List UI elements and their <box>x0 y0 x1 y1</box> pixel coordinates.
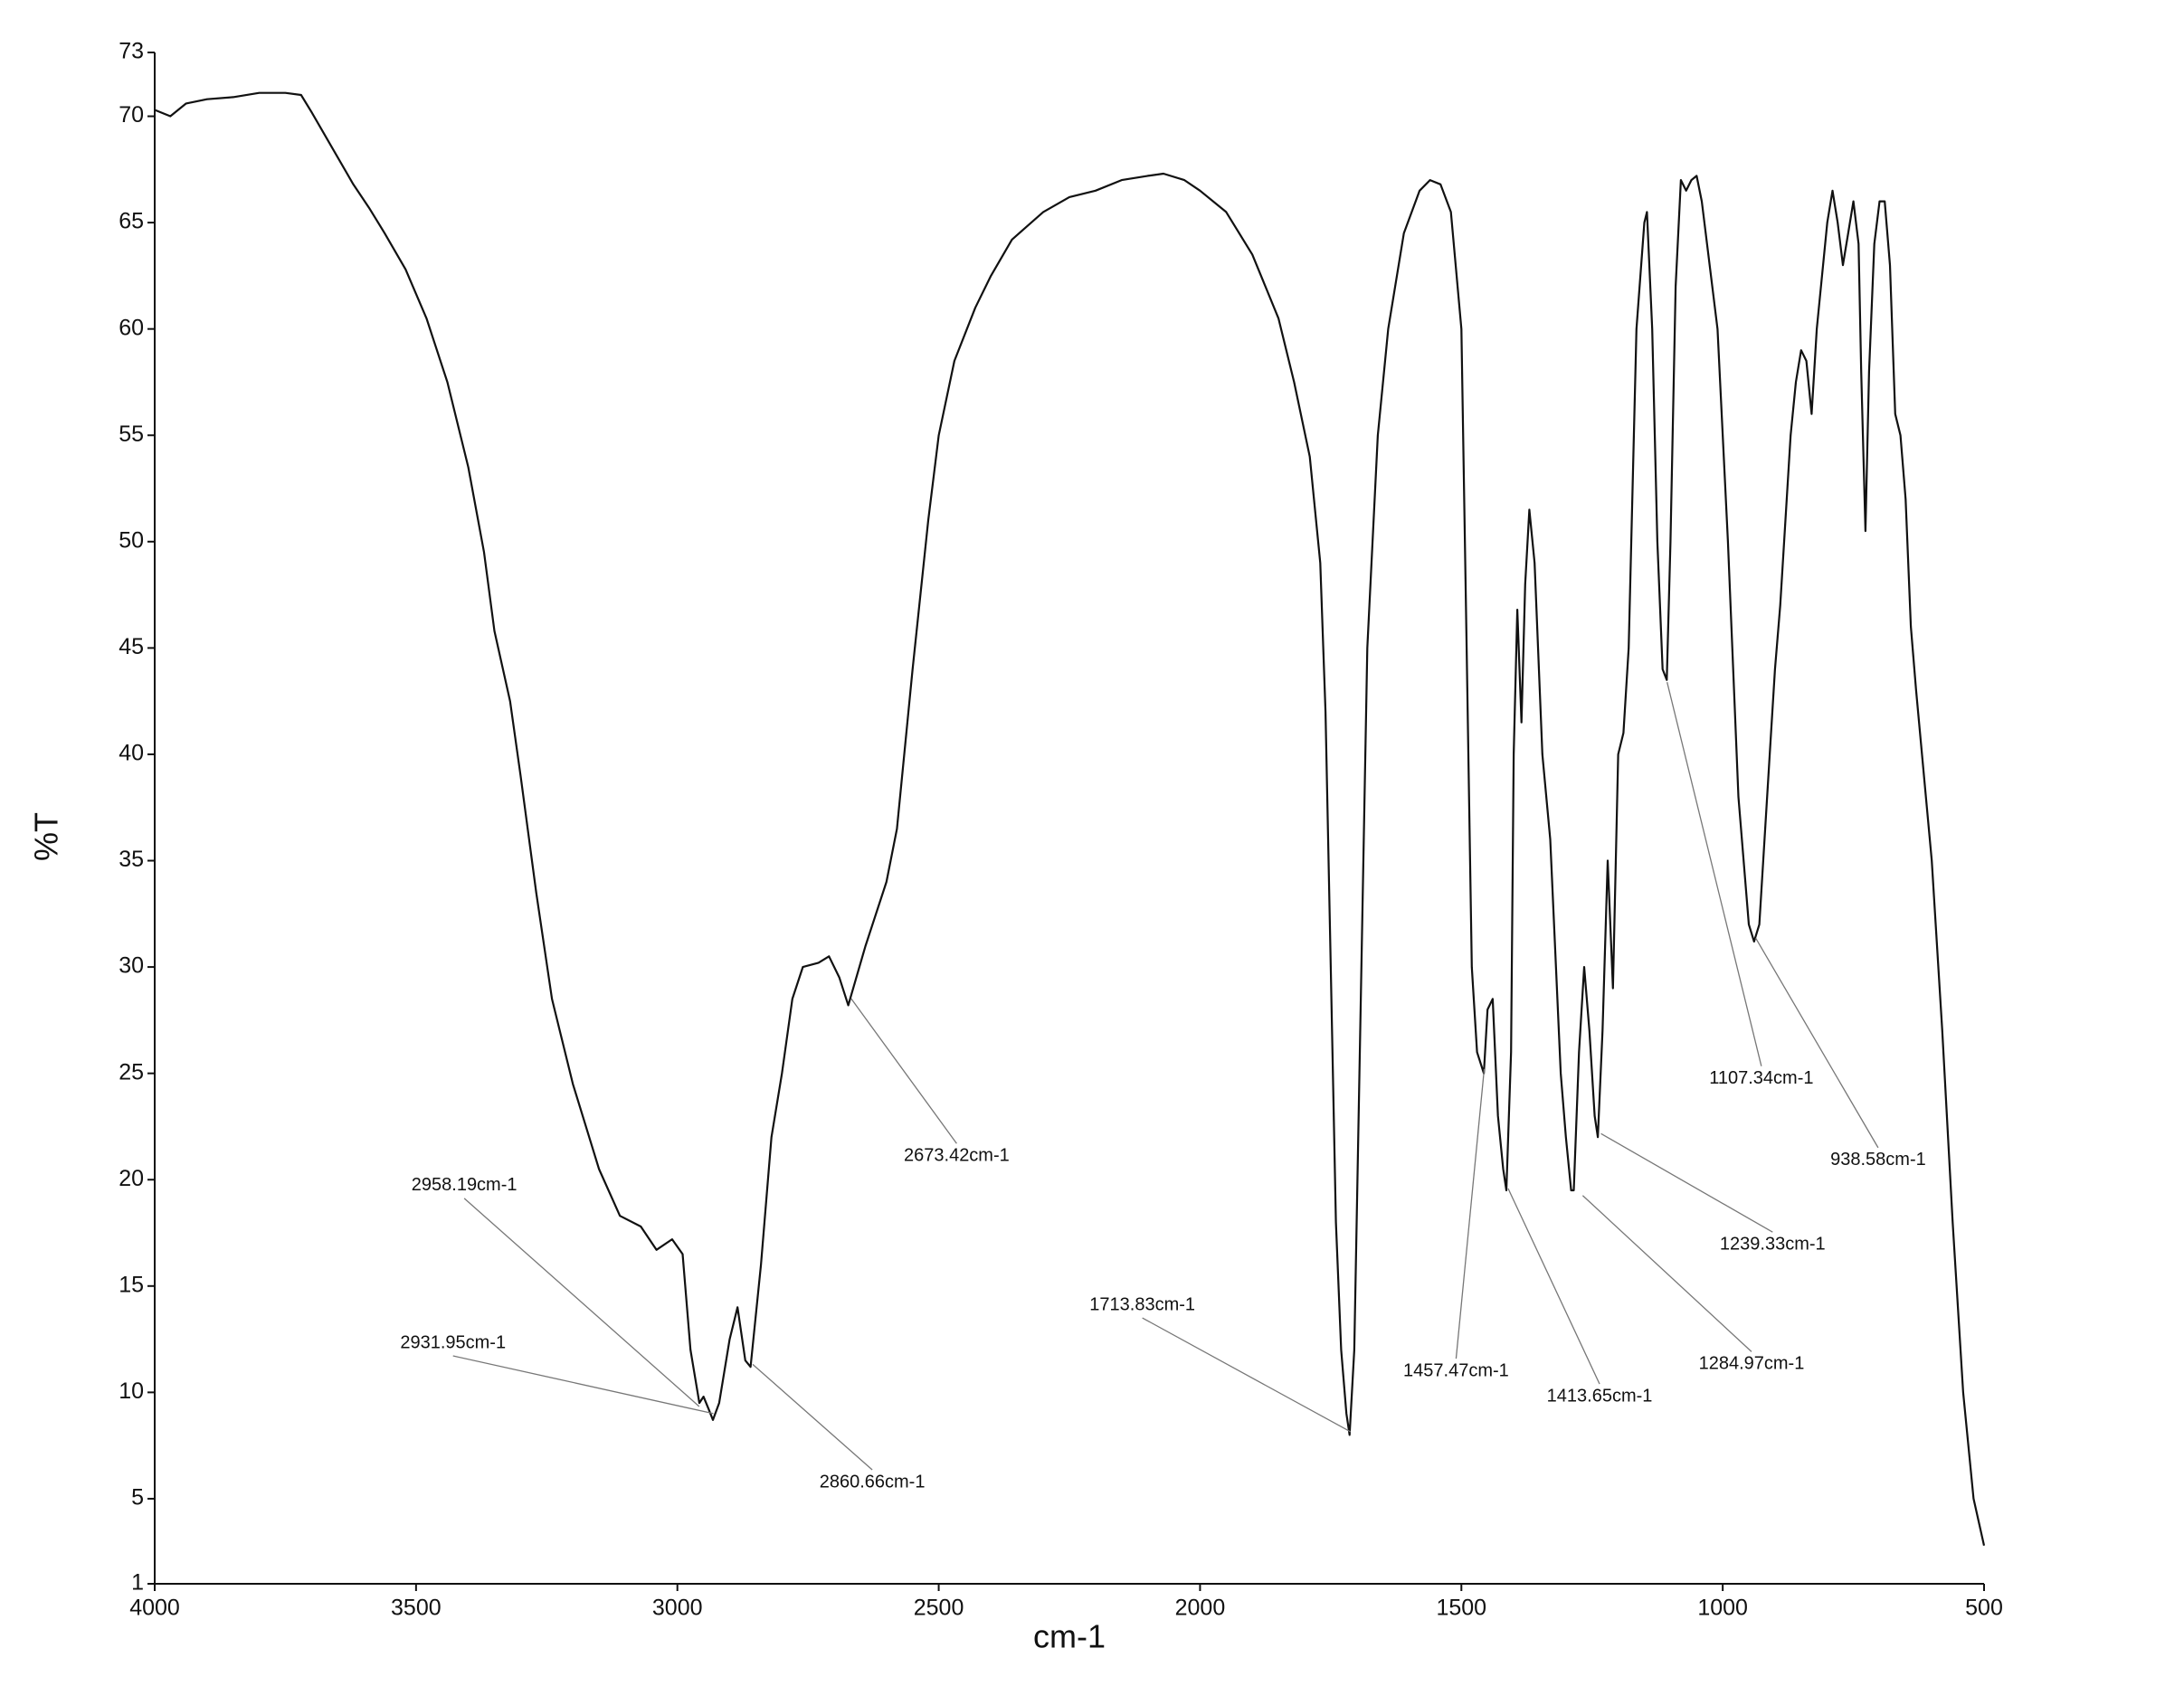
leader-line <box>1455 1068 1486 1359</box>
x-tick-label: 3000 <box>652 1596 703 1621</box>
leader-line <box>1507 1188 1600 1385</box>
y-tick-label: 73 <box>119 39 144 64</box>
x-tick-label: 1000 <box>1697 1596 1748 1621</box>
peak-label: 938.58cm-1 <box>1830 1150 1926 1170</box>
peak-label: 1457.47cm-1 <box>1403 1360 1509 1380</box>
y-tick-label: 30 <box>119 953 144 979</box>
peak-label: 1284.97cm-1 <box>1699 1354 1805 1374</box>
peak-label: 2931.95cm-1 <box>400 1332 506 1352</box>
leader-line <box>1142 1317 1352 1433</box>
x-tick-label: 2000 <box>1175 1596 1226 1621</box>
y-tick-label: 55 <box>119 422 144 447</box>
y-tick-label: 1 <box>131 1570 144 1596</box>
y-tick-label: 40 <box>119 741 144 766</box>
x-tick-label: 4000 <box>129 1596 180 1621</box>
y-tick-label: 60 <box>119 315 144 340</box>
peak-label: 2958.19cm-1 <box>412 1175 518 1195</box>
leader-line <box>1581 1195 1752 1352</box>
x-tick-label: 2500 <box>914 1596 964 1621</box>
leader-line <box>1755 937 1879 1149</box>
leader-line <box>1666 682 1762 1066</box>
y-tick-label: 70 <box>119 102 144 128</box>
x-axis-title: cm-1 <box>1033 1618 1106 1655</box>
leader-line <box>452 1355 714 1415</box>
leader-line <box>463 1198 700 1407</box>
spectrum-line <box>154 91 1986 1546</box>
peak-label: 2673.42cm-1 <box>904 1145 1010 1165</box>
y-axis-title: %T <box>28 812 65 861</box>
y-tick-label: 50 <box>119 527 144 553</box>
peak-label: 1713.83cm-1 <box>1089 1294 1195 1314</box>
x-tick-label: 500 <box>1965 1596 2003 1621</box>
y-tick-label: 35 <box>119 847 144 872</box>
peak-label: 1413.65cm-1 <box>1547 1386 1653 1406</box>
leader-line <box>752 1363 873 1471</box>
y-tick-label: 5 <box>131 1485 144 1511</box>
y-tick-label: 45 <box>119 634 144 659</box>
peak-label: 1239.33cm-1 <box>1720 1234 1826 1254</box>
y-tick-label: 10 <box>119 1378 144 1404</box>
y-tick-label: 20 <box>119 1166 144 1191</box>
x-tick-label: 3500 <box>391 1596 442 1621</box>
leader-line <box>1600 1132 1773 1233</box>
y-tick-label: 25 <box>119 1059 144 1085</box>
y-tick-label: 65 <box>119 209 144 234</box>
x-tick-label: 1500 <box>1436 1596 1486 1621</box>
peak-label: 1107.34cm-1 <box>1709 1068 1813 1088</box>
leader-line <box>850 998 957 1144</box>
y-tick-label: 15 <box>119 1272 144 1297</box>
peak-label: 2860.66cm-1 <box>820 1472 926 1492</box>
